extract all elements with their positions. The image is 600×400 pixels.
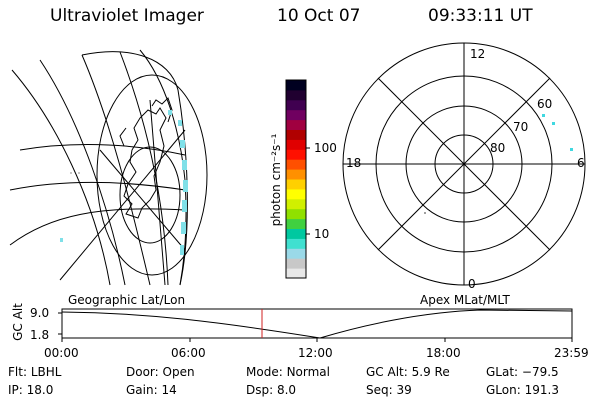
colorbar-segment (286, 198, 306, 210)
colorbar-segment (286, 179, 306, 190)
mlt-label-0: 0 (468, 277, 476, 291)
altitude-ytick-1-8: 1.8 (30, 328, 50, 342)
apex-panel-label: Apex MLat/MLT (420, 293, 510, 307)
colorbar-tick-100: 100 (314, 141, 337, 155)
info-flt: Flt: LBHL (8, 365, 62, 379)
info-glon: GLon: 191.3 (486, 383, 559, 397)
time-tick-1200: 12:00 (298, 346, 333, 360)
colorbar-segment (286, 89, 306, 101)
colorbar-segment (286, 238, 306, 249)
colorbar-segment (286, 119, 306, 130)
colorbar-segment (286, 149, 306, 160)
colorbar-segment (286, 139, 306, 150)
altitude-ytick-9: 9.0 (30, 306, 50, 320)
lat-label-60: 60 (537, 97, 553, 111)
app-title: Ultraviolet Imager (50, 6, 204, 26)
time-label: 09:33:11 UT (428, 6, 533, 26)
colorbar-segment (286, 159, 306, 170)
colorbar-segment (286, 258, 306, 269)
colorbar-segment (286, 99, 306, 111)
colorbar-segment (286, 188, 306, 200)
colorbar-segment (286, 218, 306, 229)
mlt-label-6: 6 (577, 156, 585, 170)
time-tick-2359: 23:59 (554, 346, 589, 360)
time-tick-0000: 00:00 (44, 346, 79, 360)
info-ip: IP: 18.0 (8, 383, 54, 397)
lat-label-80: 80 (490, 141, 506, 155)
info-gain: Gain: 14 (126, 383, 177, 397)
colorbar-segment (286, 169, 306, 180)
info-door: Door: Open (126, 365, 195, 379)
colorbar-segment (286, 268, 306, 279)
info-mode: Mode: Normal (246, 365, 330, 379)
time-tick-0600: 06:00 (171, 346, 206, 360)
info-gc-alt: GC Alt: 5.9 Re (366, 365, 450, 379)
date-label: 10 Oct 07 (277, 6, 361, 26)
colorbar-segment (286, 80, 306, 91)
altitude-ylabel: GC Alt (11, 303, 25, 341)
colorbar-tick-10: 10 (314, 227, 330, 241)
colorbar-segment (286, 129, 306, 140)
colorbar-segment (286, 208, 306, 220)
lat-label-70: 70 (513, 120, 529, 134)
geographic-panel-label: Geographic Lat/Lon (68, 293, 186, 307)
info-dsp: Dsp: 8.0 (246, 383, 297, 397)
time-tick-1800: 18:00 (426, 346, 461, 360)
colorbar-segment (286, 228, 306, 239)
mlt-label-18: 18 (346, 156, 362, 170)
info-seq: Seq: 39 (366, 383, 412, 397)
colorbar-segment (286, 109, 306, 121)
info-glat: GLat: −79.5 (486, 365, 559, 379)
mlt-label-12: 12 (470, 47, 486, 61)
colorbar-segment (286, 248, 306, 259)
